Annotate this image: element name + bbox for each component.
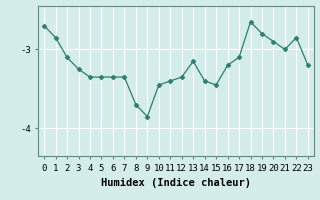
X-axis label: Humidex (Indice chaleur): Humidex (Indice chaleur) — [101, 178, 251, 188]
